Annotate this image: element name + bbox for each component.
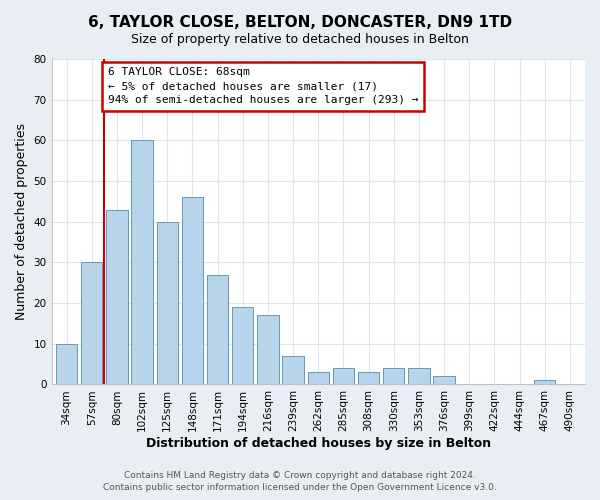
Bar bbox=[283, 356, 304, 384]
Bar bbox=[81, 262, 103, 384]
Bar bbox=[358, 372, 379, 384]
Bar bbox=[408, 368, 430, 384]
Bar bbox=[308, 372, 329, 384]
Bar bbox=[383, 368, 404, 384]
Bar bbox=[106, 210, 128, 384]
Bar bbox=[131, 140, 153, 384]
Text: 6 TAYLOR CLOSE: 68sqm
← 5% of detached houses are smaller (17)
94% of semi-detac: 6 TAYLOR CLOSE: 68sqm ← 5% of detached h… bbox=[107, 67, 418, 105]
Bar bbox=[182, 198, 203, 384]
X-axis label: Distribution of detached houses by size in Belton: Distribution of detached houses by size … bbox=[146, 437, 491, 450]
Bar bbox=[433, 376, 455, 384]
Text: Size of property relative to detached houses in Belton: Size of property relative to detached ho… bbox=[131, 32, 469, 46]
Bar bbox=[534, 380, 556, 384]
Bar bbox=[56, 344, 77, 385]
Bar bbox=[232, 307, 253, 384]
Y-axis label: Number of detached properties: Number of detached properties bbox=[15, 123, 28, 320]
Bar bbox=[257, 316, 278, 384]
Bar bbox=[333, 368, 354, 384]
Bar bbox=[207, 274, 229, 384]
Text: 6, TAYLOR CLOSE, BELTON, DONCASTER, DN9 1TD: 6, TAYLOR CLOSE, BELTON, DONCASTER, DN9 … bbox=[88, 15, 512, 30]
Bar bbox=[157, 222, 178, 384]
Text: Contains HM Land Registry data © Crown copyright and database right 2024.
Contai: Contains HM Land Registry data © Crown c… bbox=[103, 471, 497, 492]
